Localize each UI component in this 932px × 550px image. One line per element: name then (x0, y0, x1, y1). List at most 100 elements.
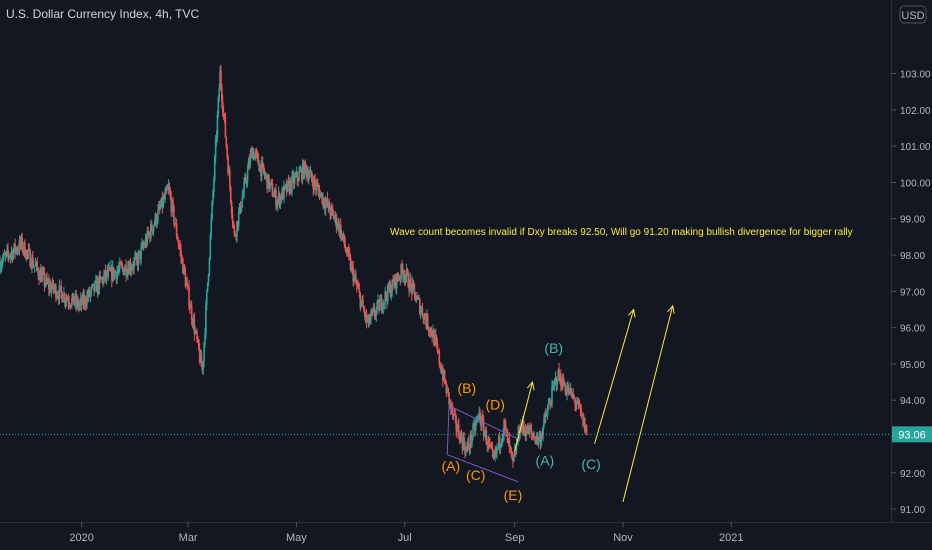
candle-body (175, 223, 178, 236)
candle-body (343, 234, 346, 245)
candle-body (38, 275, 40, 280)
candle-body (457, 424, 459, 432)
candle-body (446, 387, 449, 394)
candle-body (306, 172, 308, 176)
wave-label-orange: (C) (466, 467, 485, 483)
candle-body (21, 236, 23, 250)
candle-body (92, 283, 94, 286)
candle-body (149, 232, 151, 239)
candle-body (529, 429, 532, 432)
candle-body (541, 435, 544, 437)
candle-body (258, 164, 260, 172)
candle-body (399, 277, 402, 279)
candle-body (303, 161, 306, 178)
candle-body (424, 314, 426, 319)
candle-body (361, 299, 363, 302)
candle-body (578, 402, 581, 408)
candle-body (505, 429, 508, 432)
projection-arrow-head (526, 380, 535, 391)
candle-body (584, 418, 586, 433)
candle-body (318, 190, 321, 198)
candle-body (16, 248, 18, 252)
candle-body (560, 385, 563, 390)
candle-body (191, 320, 194, 326)
candle-body (568, 388, 571, 395)
candle-body (442, 371, 444, 381)
candle-body (546, 408, 549, 416)
projection-arrow-line (594, 309, 635, 444)
candle-body (345, 248, 347, 253)
candle-body (487, 439, 489, 446)
candle-body (260, 164, 262, 176)
candle-body (316, 184, 318, 190)
candle-body (42, 272, 45, 273)
candle-body (275, 190, 277, 207)
candle-body (115, 272, 118, 280)
candle-body (236, 221, 238, 237)
candle-body (331, 206, 333, 209)
price-tick-label: 91.00 (900, 505, 925, 516)
time-tick-label: 2020 (69, 532, 93, 544)
candle-body (28, 249, 31, 251)
candle-body (311, 178, 314, 183)
candle-body (227, 157, 229, 174)
candle-body (133, 260, 135, 268)
candle-body (333, 218, 336, 220)
candle-body (299, 171, 301, 173)
candle-body (65, 298, 68, 301)
candle-body (104, 270, 107, 278)
candle-body (96, 280, 99, 293)
time-axis[interactable]: 2020 Mar May Jul Sep Nov 2021 (69, 522, 744, 544)
wave-label-teal: (A) (536, 453, 555, 469)
candle-body (320, 192, 323, 194)
candle-body (458, 436, 461, 443)
candle-body (403, 275, 406, 280)
candle-body (503, 419, 505, 434)
candle-body (398, 277, 401, 280)
candle-body (53, 288, 55, 290)
candle-body (585, 425, 588, 435)
candle-body (510, 448, 512, 452)
candle-body (32, 257, 34, 267)
candle-body (234, 233, 236, 236)
candle-body (108, 268, 110, 270)
candle-body (334, 215, 337, 219)
candle-body (300, 169, 302, 172)
candle-body (336, 226, 339, 228)
candle-body (222, 112, 225, 114)
candle-body (353, 276, 355, 283)
candle-body (523, 429, 526, 431)
wave-label-teal: (C) (581, 456, 600, 472)
candle-body (292, 175, 295, 184)
candle-body (331, 208, 334, 213)
candle-body (248, 161, 251, 166)
candle-body (489, 444, 491, 445)
candle-body (326, 198, 329, 206)
candle-body (0, 263, 3, 267)
candle-body (245, 181, 248, 183)
candle-body (259, 164, 261, 172)
candle-body (411, 282, 414, 294)
candle-body (544, 414, 546, 418)
candle-body (482, 420, 485, 436)
candle-body (548, 402, 551, 404)
currency-button[interactable]: USD (899, 5, 927, 24)
candle-body (558, 369, 560, 380)
price-tick-label: 99.00 (900, 215, 925, 226)
candle-body (384, 291, 386, 303)
candle-body (39, 270, 41, 280)
candle-body (155, 214, 157, 225)
candle-body (317, 186, 320, 191)
triangle-channel-upper-line (448, 405, 517, 439)
candle-body (89, 291, 92, 296)
time-tick-label: Nov (613, 532, 633, 544)
candle-body (514, 449, 517, 454)
candle-body (158, 205, 160, 210)
candle-body (360, 301, 362, 308)
candle-body (347, 248, 350, 254)
candle-body (141, 244, 143, 248)
candle-body (60, 285, 63, 293)
candle-body (83, 296, 86, 305)
candle-body (205, 305, 207, 335)
